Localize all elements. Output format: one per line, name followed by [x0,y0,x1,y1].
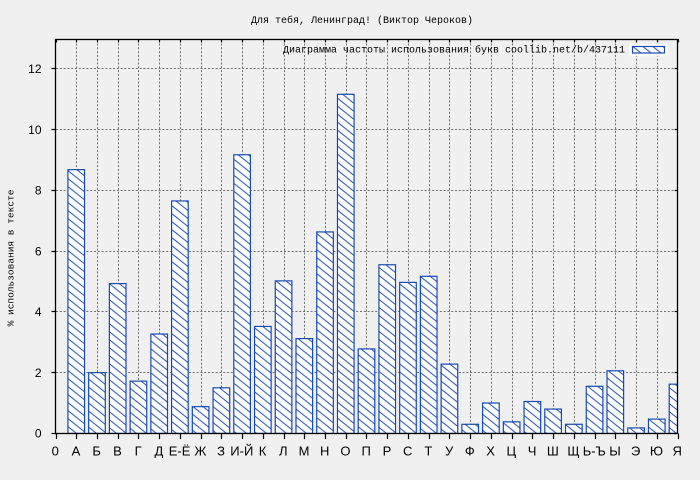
svg-text:Ж: Ж [194,444,206,459]
svg-text:Ы: Ы [609,444,621,459]
svg-text:Е-Ё: Е-Ё [169,444,191,459]
svg-text:Х: Х [486,444,495,459]
svg-text:М: М [299,444,310,459]
svg-text:6: 6 [35,244,42,258]
svg-text:А: А [72,444,81,459]
svg-text:12: 12 [28,62,42,76]
svg-text:4: 4 [35,305,42,319]
svg-text:8: 8 [35,184,42,198]
svg-text:2: 2 [35,366,42,380]
svg-text:% использования в тексте: % использования в тексте [6,189,17,326]
svg-text:В: В [113,444,122,459]
svg-text:Э: Э [631,444,640,459]
svg-text:З: З [217,444,225,459]
svg-text:И-Й: И-Й [230,444,253,459]
svg-text:Г: Г [135,444,142,459]
svg-text:К: К [259,444,267,459]
svg-text:10: 10 [28,123,42,137]
svg-text:Т: Т [424,444,432,459]
svg-text:У: У [445,444,454,459]
svg-text:Л: Л [279,444,288,459]
svg-text:Н: Н [320,444,329,459]
svg-text:0: 0 [52,444,59,459]
svg-text:Ф: Ф [465,444,475,459]
svg-text:О: О [340,444,350,459]
svg-text:П: П [362,444,371,459]
svg-text:Ь-Ъ: Ь-Ъ [583,444,606,459]
svg-text:Я: Я [673,444,682,459]
svg-text:Р: Р [383,444,392,459]
svg-text:Б: Б [92,444,101,459]
svg-text:Для тебя, Ленинград! (Виктор Ч: Для тебя, Ленинград! (Виктор Чероков) [251,14,473,27]
svg-text:Д: Д [154,444,163,459]
svg-text:0: 0 [35,427,42,441]
svg-text:Ц: Ц [507,444,517,459]
svg-text:Щ: Щ [567,444,579,459]
svg-text:С: С [403,444,412,459]
svg-text:Ю: Ю [650,444,663,459]
svg-text:Ш: Ш [547,444,559,459]
svg-text:Ч: Ч [528,444,537,459]
svg-text:Диаграмма частоты использовани: Диаграмма частоты использования букв coo… [283,44,625,57]
